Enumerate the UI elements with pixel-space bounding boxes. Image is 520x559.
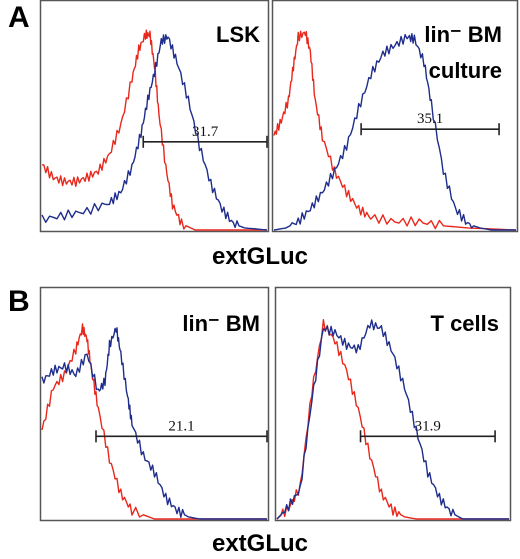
plot-title-lsk: LSK [216, 22, 260, 47]
blue-histogram-line [276, 319, 509, 520]
gate-percentage-label: 35.1 [417, 111, 443, 127]
red-histogram-line [276, 319, 509, 520]
blue-histogram-line [41, 34, 268, 231]
plot-title-culture: culture [429, 58, 502, 83]
histogram-lin-bm-culture: 35.1 lin⁻ BM culture [271, 0, 519, 233]
x-axis-label-b: extGLuc [211, 530, 309, 557]
blue-histogram-line [41, 327, 267, 520]
plot-frame [274, 286, 512, 522]
red-histogram-line [41, 29, 267, 231]
red-histogram-line [273, 30, 517, 231]
blue-histogram-line [273, 33, 516, 231]
histogram-lsk: 31.7 LSK [39, 0, 270, 233]
gate-percentage-label: 31.9 [415, 418, 441, 434]
histogram-lin-bm: 21.1 lin⁻ BM [39, 286, 270, 522]
plot-frame [271, 0, 519, 233]
plot-title-t-cells: T cells [431, 311, 499, 336]
x-axis-label-a: extGLuc [211, 243, 309, 270]
red-histogram-line [41, 323, 267, 520]
plot-title-lin-bm: lin⁻ BM [424, 22, 502, 47]
gate-percentage-label: 21.1 [168, 418, 194, 434]
plot-frame [39, 286, 270, 522]
plot-frame [39, 0, 270, 233]
panel-letter-a: A [8, 1, 30, 34]
panel-letter-b: B [8, 285, 30, 318]
gate-percentage-label: 31.7 [192, 124, 219, 140]
histogram-t-cells: 31.9 T cells [274, 286, 512, 522]
plot-title-lin-bm: lin⁻ BM [182, 311, 260, 336]
